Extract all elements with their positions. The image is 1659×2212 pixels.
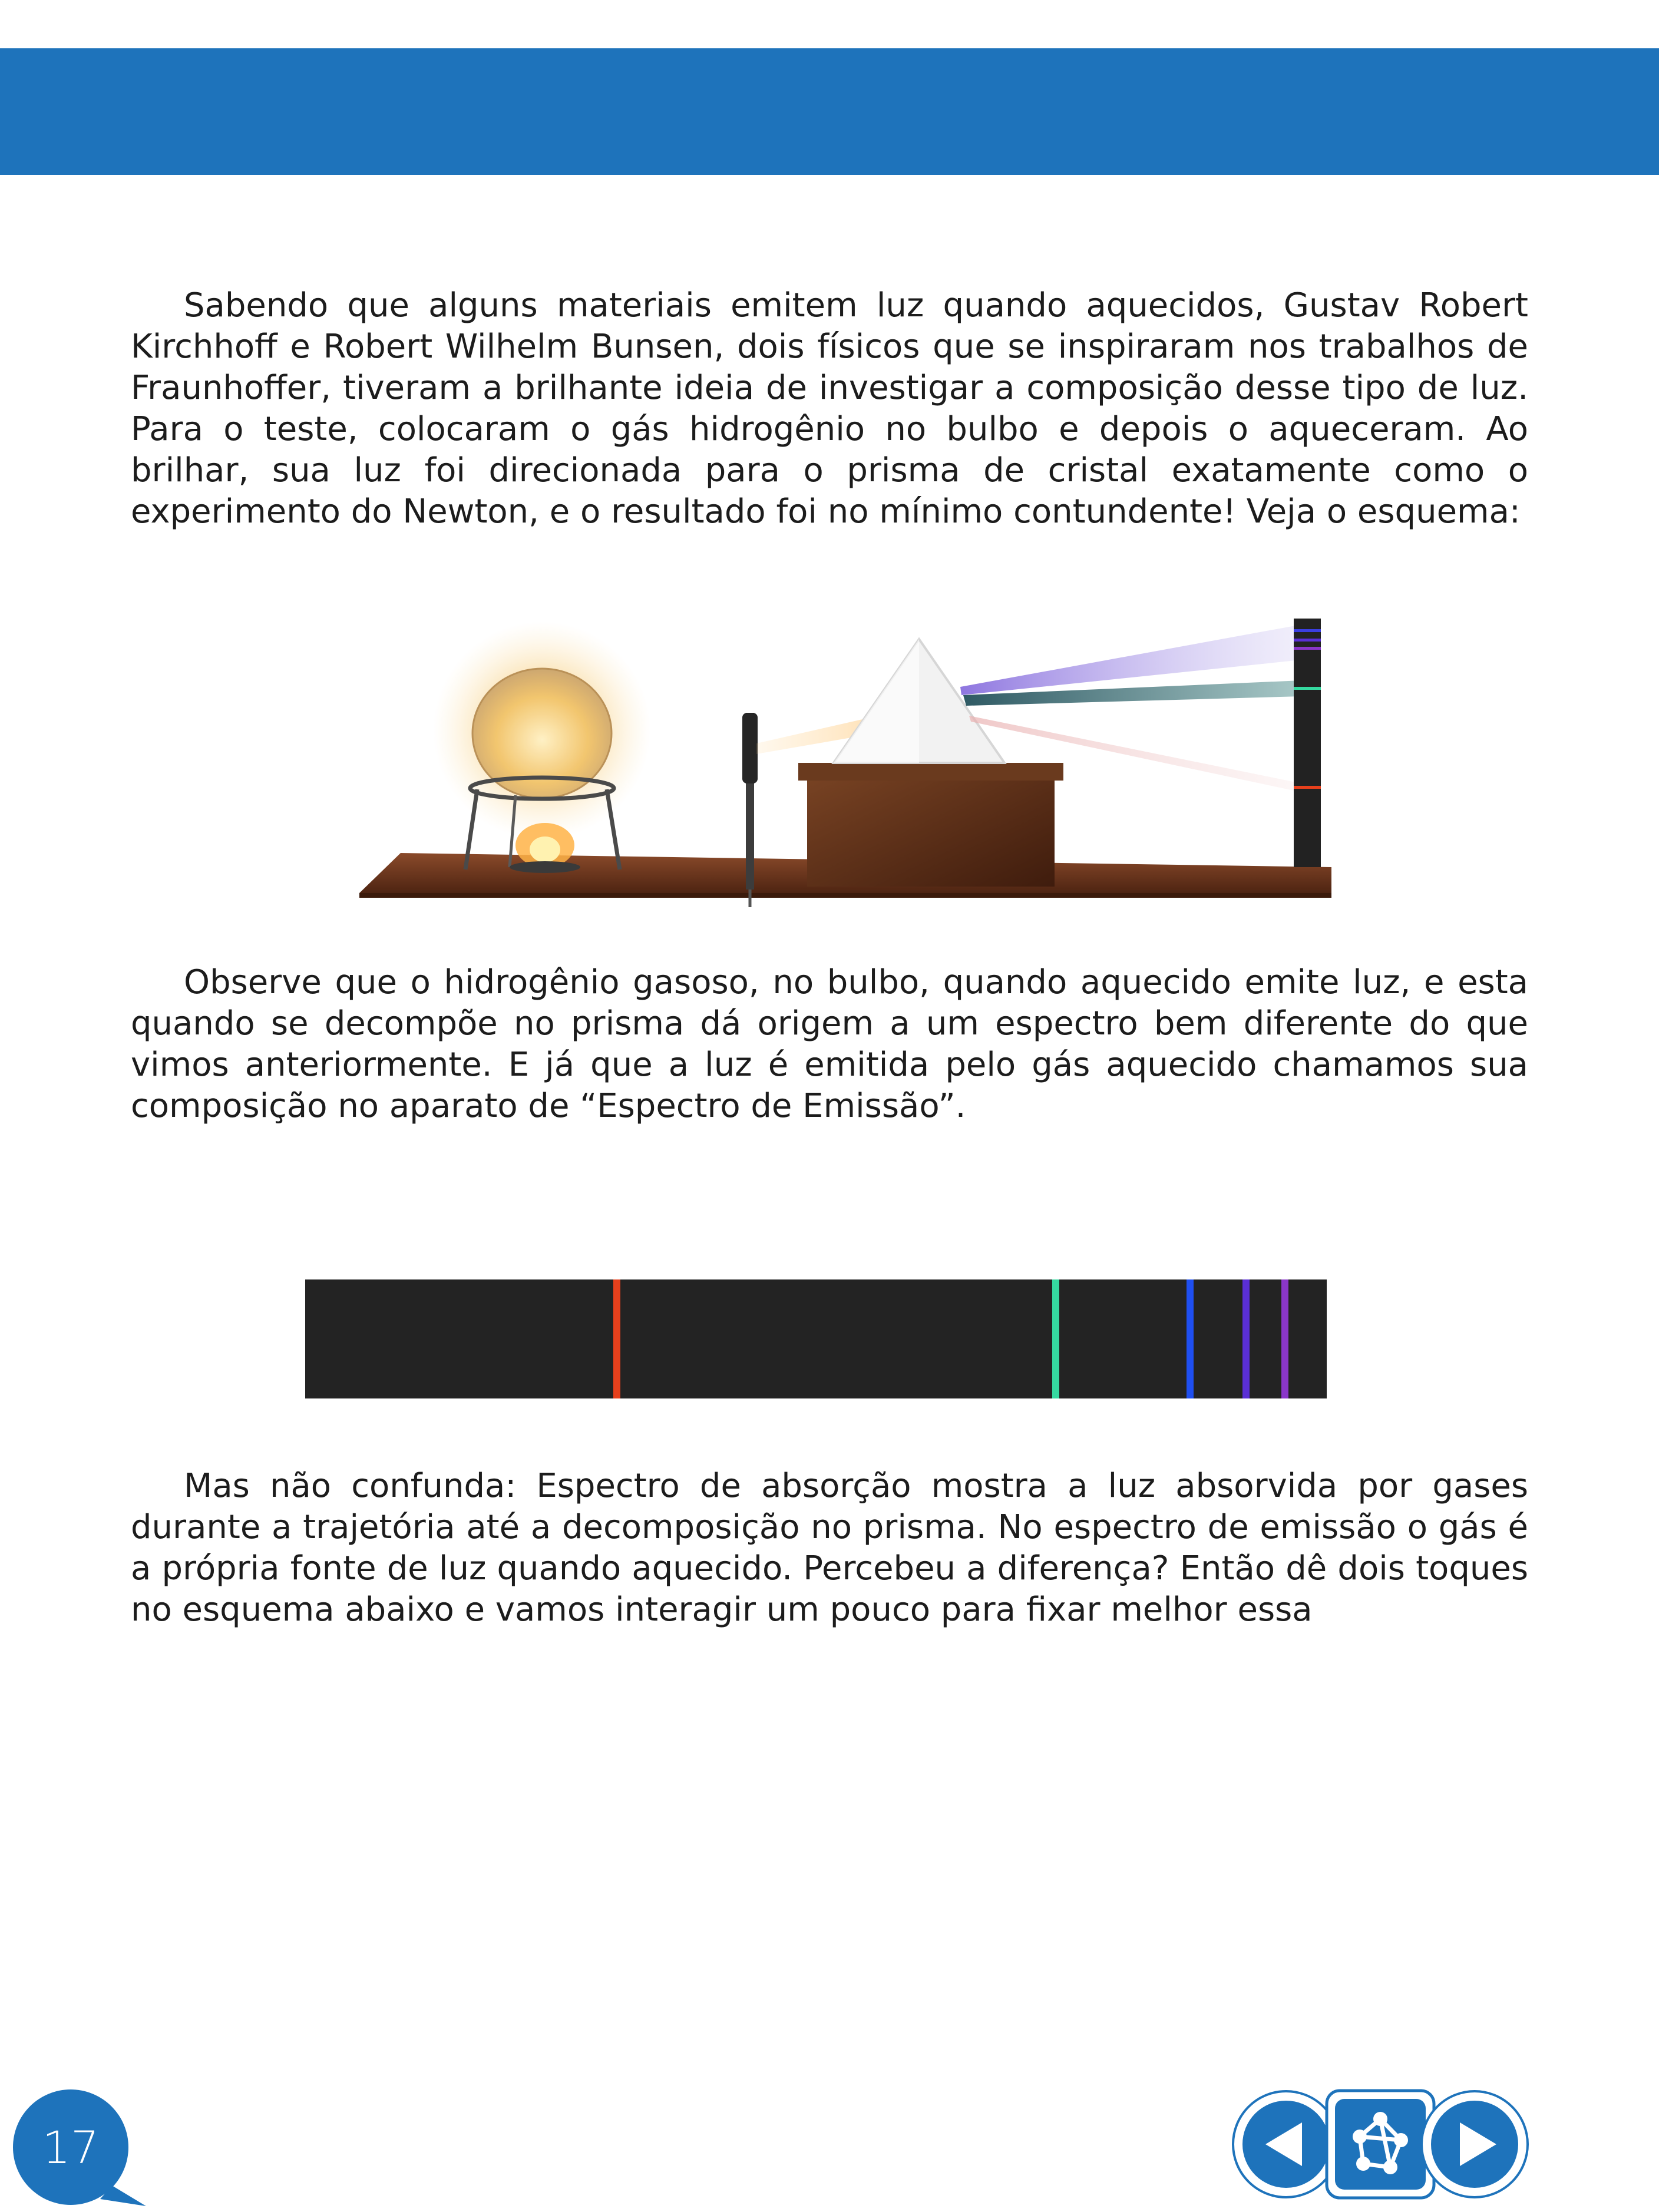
paragraph-absorption-vs-emission: Mas não confunda: Espectro de absorção m…	[131, 1467, 1528, 1629]
header-band	[0, 48, 1659, 175]
paragraph-emission-spectrum: Observe que o hidrogênio gasoso, no bulb…	[131, 963, 1528, 1125]
triangle-left-icon	[1232, 2090, 1340, 2198]
next-page-button[interactable]	[1419, 2088, 1531, 2200]
interactive-menu-button[interactable]	[1324, 2088, 1436, 2200]
red-beam	[969, 716, 1302, 792]
spectral-line-2	[1052, 1279, 1059, 1398]
emission-experiment-illustration	[330, 613, 1343, 919]
molecule-network-icon	[1325, 2089, 1436, 2200]
spectral-line-4	[1242, 1279, 1250, 1398]
spectral-line-5	[1281, 1279, 1288, 1398]
previous-page-button[interactable]	[1230, 2088, 1342, 2200]
triangle-right-icon	[1420, 2090, 1529, 2198]
speech-bubble-icon	[13, 2089, 146, 2206]
spectral-line-1	[613, 1279, 620, 1398]
prism-pedestal	[807, 769, 1055, 887]
hydrogen-emission-spectrum	[305, 1279, 1327, 1398]
paragraph-kirchhoff-bunsen: Sabendo que alguns materiais emitem luz …	[131, 286, 1528, 531]
green-beam	[963, 680, 1302, 706]
detection-screen	[1294, 619, 1321, 867]
violet-beam	[960, 624, 1302, 695]
page-number-badge: 17	[12, 2088, 148, 2209]
page-number: 17	[42, 2121, 100, 2174]
spectral-line-3	[1187, 1279, 1194, 1398]
